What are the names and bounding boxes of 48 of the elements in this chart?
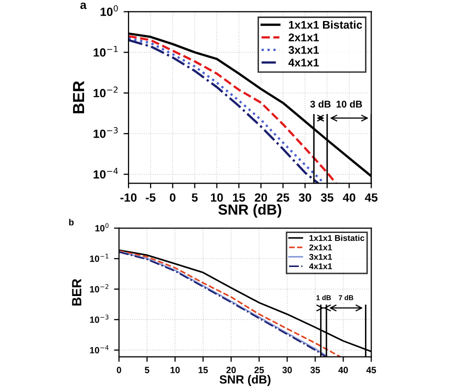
legend-label: 3x1x1	[288, 46, 319, 54]
x-tick-label: 0	[170, 193, 176, 202]
y-axis-title: BER	[72, 278, 82, 306]
x-tick-label: 40	[342, 193, 356, 202]
y-tick-label: 10$^{−3}$	[94, 127, 118, 138]
x-tick-label: 10	[210, 193, 223, 202]
x-tick-label: 20	[254, 193, 268, 202]
y-axis-title: BER	[73, 80, 84, 114]
x-tick-label: 20	[226, 366, 236, 374]
legend-label: 1x1x1 Bistatic	[288, 20, 362, 29]
annotation: 3 dB	[310, 100, 331, 108]
chart-title: a	[80, 2, 87, 10]
x-tick-label: 25	[276, 193, 290, 202]
x-tick-label: 10	[170, 366, 180, 374]
x-tick-label: 5	[144, 366, 150, 374]
legend-label: 4x1x1	[288, 58, 319, 66]
y-tick-label: 10$^{0}$	[95, 223, 109, 232]
annotation: 10 dB	[336, 100, 362, 108]
x-axis-title: SNR (dB)	[220, 374, 270, 386]
chart-title: b	[69, 218, 74, 226]
legend-label: 2x1x1	[309, 244, 332, 250]
y-tick-label: 10$^{−4}$	[94, 168, 118, 179]
legend-label: 3x1x1	[309, 254, 332, 260]
x-tick-label: 30	[298, 193, 312, 202]
legend-label: 1x1x1 Bistatic	[310, 234, 364, 241]
x-tick-label: 40	[338, 366, 348, 374]
y-tick-label: 10$^{−2}$	[90, 284, 108, 292]
x-tick-label: 35	[320, 193, 334, 202]
x-tick-label: 15	[233, 193, 246, 202]
x-tick-label: 35	[310, 366, 320, 374]
x-tick-label: 15	[198, 366, 208, 374]
legend-label: 4x1x1	[309, 263, 332, 270]
y-tick-label: 10$^{−1}$	[94, 46, 118, 57]
x-tick-label: 5	[192, 193, 198, 202]
x-tick-label: 45	[364, 193, 378, 202]
x-tick-label: 25	[254, 366, 264, 374]
x-tick-label: 30	[282, 366, 292, 374]
y-tick-label: 10$^{−3}$	[90, 314, 108, 323]
legend-label: 2x1x1	[288, 33, 319, 42]
x-tick-label: -5	[146, 193, 156, 202]
x-tick-label: -10	[120, 193, 137, 202]
y-tick-label: 10$^{−4}$	[90, 345, 109, 354]
x-axis-title: SNR (dB)	[218, 204, 282, 218]
y-tick-label: 10$^{−2}$	[94, 86, 118, 98]
y-tick-label: 10$^{−1}$	[90, 254, 108, 262]
x-tick-label: 45	[366, 366, 376, 374]
x-tick-label: 0	[116, 366, 122, 374]
y-tick-label: 10$^{0}$	[100, 5, 118, 16]
